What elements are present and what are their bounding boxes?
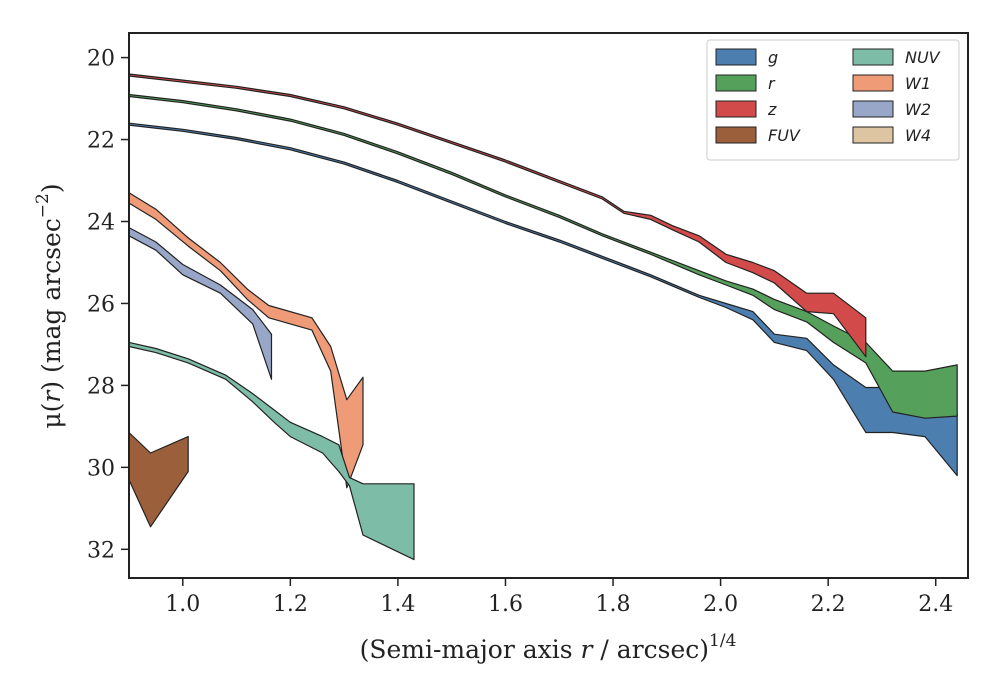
x-tick-label: 2.4 [918,592,953,617]
legend-label-g: g [768,48,778,67]
plot-frame [128,32,969,579]
legend-swatch-z [715,100,757,118]
y-axis-label: μ(r) (mag arcsec−2) [33,183,66,428]
y-tick-label: 28 [87,374,115,399]
x-tick-label: 1.8 [596,592,631,617]
x-tick-label: 1.0 [165,592,200,617]
legend-box [706,39,960,161]
legend-label-nuv: NUV [905,48,941,67]
y-tick-label: 24 [87,210,115,235]
band-fuv [128,431,189,528]
band-nuv [128,341,415,561]
legend-swatch-w4 [852,126,894,144]
y-tick-label: 26 [87,292,115,317]
x-axis-label-var: r [581,635,595,664]
x-axis-label-pre: (Semi-major axis [360,635,581,664]
x-tick-label: 1.2 [273,592,308,617]
y-axis-label-pre: μ( [37,403,66,429]
x-tick-label: 1.6 [488,592,523,617]
legend-label-w2: W2 [905,100,931,119]
band-g [128,122,958,477]
x-tick-label: 2.0 [703,592,738,617]
legend-label-w4: W4 [905,126,931,145]
x-tick-label: 1.4 [380,592,415,617]
legend-swatch-nuv [852,48,894,66]
band-w1 [128,192,364,489]
legend-label-r: r [768,74,776,93]
y-axis: 20 22 24 26 28 30 32 [87,47,129,563]
x-axis-label: (Semi-major axis r / arcsec)1/4 [360,631,737,664]
y-axis-label-end: ) [37,183,66,193]
y-axis-label-sup: −2 [33,193,53,218]
x-axis: 1.0 1.2 1.4 1.6 1.8 2.0 2.2 2.4 [165,578,953,617]
legend: grz FUV NUV W1 W2 W4 [706,39,960,161]
y-axis-label-var: r [37,389,66,403]
y-tick-label: 22 [87,129,115,154]
series-bands [128,73,958,561]
legend-swatch-w2 [852,100,894,118]
band-w2 [128,227,273,380]
x-axis-label-sup: 1/4 [709,631,736,651]
x-tick-label: 2.2 [811,592,846,617]
y-tick-label: 30 [87,456,115,481]
band-r [128,93,958,419]
legend-swatch-fuv [715,126,757,144]
y-tick-label: 32 [87,538,115,563]
legend-label-w1: W1 [905,74,931,93]
x-axis-label-post: / arcsec) [592,635,709,664]
legend-swatch-w1 [852,74,894,92]
legend-swatch-g [715,48,757,66]
band-z [128,73,867,358]
legend-label-fuv: FUV [768,126,801,145]
legend-swatch-r [715,74,757,92]
y-tick-label: 20 [87,47,115,72]
y-axis-label-post: ) (mag arcsec [37,218,66,391]
legend-label-z: z [767,100,777,119]
